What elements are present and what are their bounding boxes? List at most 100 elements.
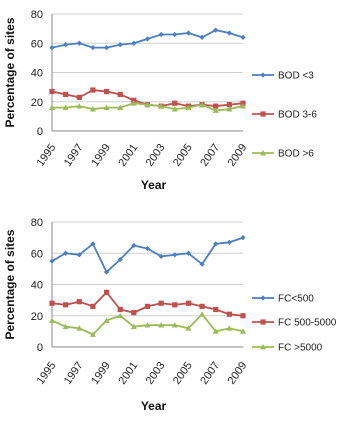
x-tick-label: 2005 [171, 142, 195, 169]
data-point [199, 303, 205, 309]
data-point [130, 100, 137, 106]
data-point [103, 289, 110, 295]
data-point [213, 306, 219, 313]
data-point [158, 300, 164, 306]
data-point [185, 300, 192, 306]
data-point [199, 101, 206, 108]
y-tick-label: 40 [31, 280, 43, 292]
data-point [117, 42, 123, 48]
x-tick-label: 1999 [89, 142, 113, 169]
x-tick-label: 1997 [62, 142, 86, 169]
data-point [212, 328, 219, 334]
legend-label: BOD 3-6 [278, 110, 317, 121]
data-point [226, 106, 233, 112]
x-tick-label: 2009 [226, 142, 250, 169]
x-tick-label: 2001 [116, 142, 140, 169]
data-point [199, 34, 205, 40]
data-point [144, 36, 151, 42]
data-point [90, 241, 96, 247]
data-point [49, 300, 55, 306]
x-tick-label: 1995 [35, 142, 59, 169]
series-bod-3 [49, 27, 246, 51]
data-point [240, 34, 246, 40]
data-point [144, 245, 151, 252]
data-point [49, 258, 55, 264]
data-point [144, 322, 151, 328]
x-tick-label: 2007 [198, 360, 222, 387]
data-point [240, 235, 246, 241]
x-tick-label: 2001 [116, 360, 140, 387]
data-point [144, 101, 151, 108]
data-point [213, 27, 219, 33]
legend-marker [260, 72, 266, 78]
data-point [172, 100, 178, 106]
data-point [199, 311, 206, 317]
data-point [172, 252, 178, 258]
data-point [226, 30, 232, 36]
data-point [76, 325, 83, 331]
legend-label: FC >5000 [278, 343, 323, 354]
data-point [103, 88, 110, 95]
data-point [199, 261, 205, 267]
x-tick-label: 2003 [144, 142, 168, 169]
data-point [172, 31, 178, 38]
x-tick-label: 2007 [198, 142, 222, 169]
series-fc-5000 [49, 311, 246, 337]
y-tick-label: 80 [31, 217, 43, 229]
data-point [117, 104, 124, 110]
y-tick-label: 0 [37, 342, 43, 354]
y-tick-label: 60 [31, 248, 43, 260]
y-tick-label: 0 [37, 126, 43, 138]
data-point [90, 45, 96, 51]
data-point [62, 104, 69, 110]
data-point [90, 87, 96, 93]
y-tick-label: 40 [31, 68, 43, 80]
data-point [213, 103, 219, 109]
data-point [49, 45, 55, 51]
data-point [103, 317, 110, 323]
data-point [76, 299, 82, 305]
data-point [89, 331, 96, 337]
y-axis-label: Percentage of sites [3, 229, 17, 339]
data-point [185, 104, 192, 110]
data-point [90, 303, 96, 309]
x-tick-label: 1995 [35, 360, 59, 387]
data-point [226, 102, 232, 108]
data-point [117, 306, 123, 313]
data-point [171, 322, 178, 328]
legend-marker [260, 111, 266, 117]
legend-label: BOD >6 [278, 149, 314, 160]
data-point [226, 311, 232, 317]
data-point [144, 303, 151, 309]
y-tick-label: 60 [31, 38, 43, 50]
y-tick-label: 20 [31, 311, 43, 323]
data-point [226, 239, 232, 245]
data-point [131, 242, 137, 249]
data-point [76, 40, 82, 46]
data-point [226, 325, 233, 331]
data-point [117, 312, 124, 319]
data-point [89, 106, 96, 112]
data-point [63, 250, 69, 256]
x-tick-label: 2005 [171, 360, 195, 387]
legend-marker [260, 319, 266, 325]
data-point [63, 42, 69, 48]
series-bod-6 [49, 100, 246, 113]
data-point [212, 107, 219, 113]
data-point [103, 45, 110, 51]
data-point [131, 310, 137, 316]
series-fc-500-5000 [49, 289, 246, 319]
data-point [213, 241, 219, 247]
data-point [63, 91, 69, 98]
data-point [63, 302, 69, 308]
data-point [103, 269, 110, 275]
data-point [76, 103, 83, 109]
data-point [62, 323, 69, 330]
x-axis-label: Year [141, 178, 167, 192]
data-point [171, 106, 178, 112]
data-point [185, 250, 192, 256]
data-point [185, 30, 192, 36]
legend-marker [260, 295, 266, 301]
legend-marker [260, 344, 266, 350]
